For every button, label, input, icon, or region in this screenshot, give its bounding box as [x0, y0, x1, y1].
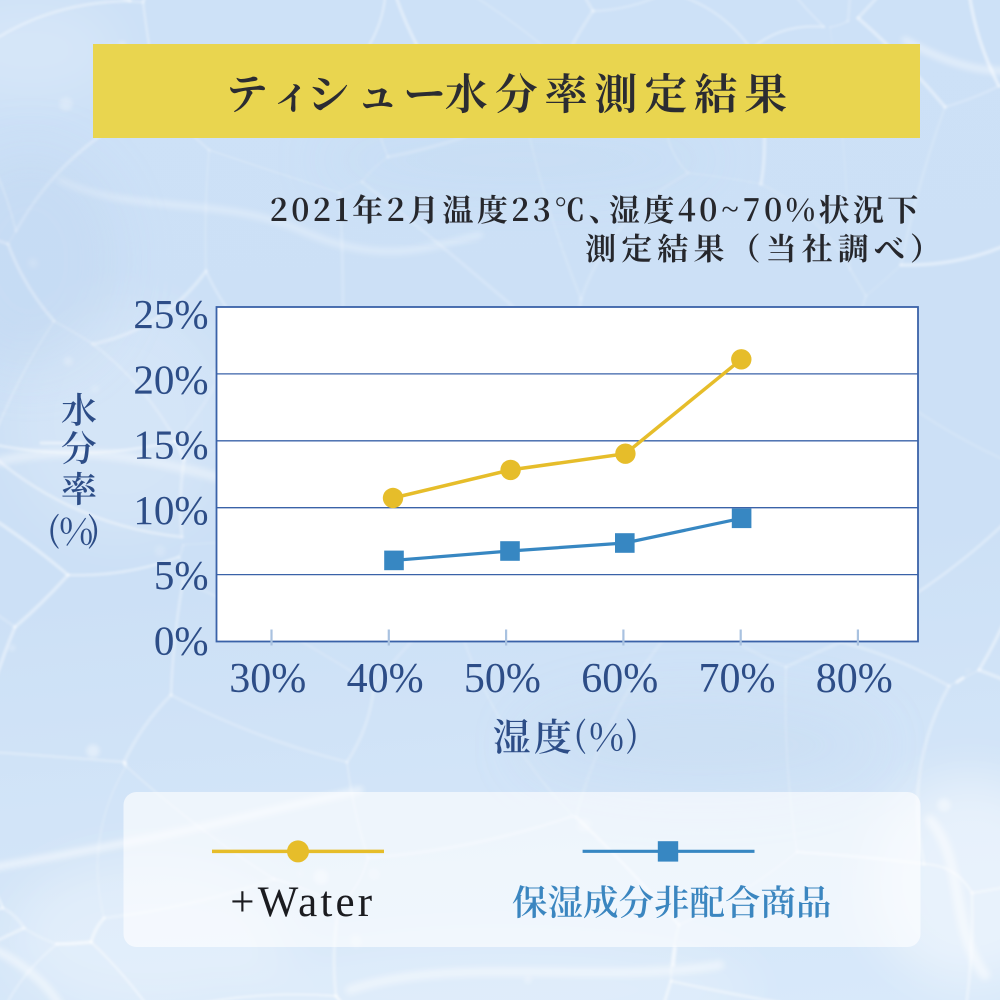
- svg-text:60%: 60%: [581, 656, 658, 702]
- svg-text:50%: 50%: [464, 656, 541, 702]
- svg-text:10%: 10%: [133, 487, 208, 533]
- svg-text:40%: 40%: [347, 656, 424, 702]
- svg-text:+Water: +Water: [230, 879, 375, 926]
- svg-text:70%: 70%: [699, 656, 776, 702]
- svg-text:15%: 15%: [133, 422, 208, 468]
- svg-text:0%: 0%: [154, 618, 209, 664]
- svg-text:5%: 5%: [154, 552, 209, 598]
- svg-text:30%: 30%: [229, 656, 306, 702]
- svg-text:20%: 20%: [133, 356, 208, 402]
- svg-text:25%: 25%: [133, 291, 208, 337]
- svg-text:80%: 80%: [816, 656, 893, 702]
